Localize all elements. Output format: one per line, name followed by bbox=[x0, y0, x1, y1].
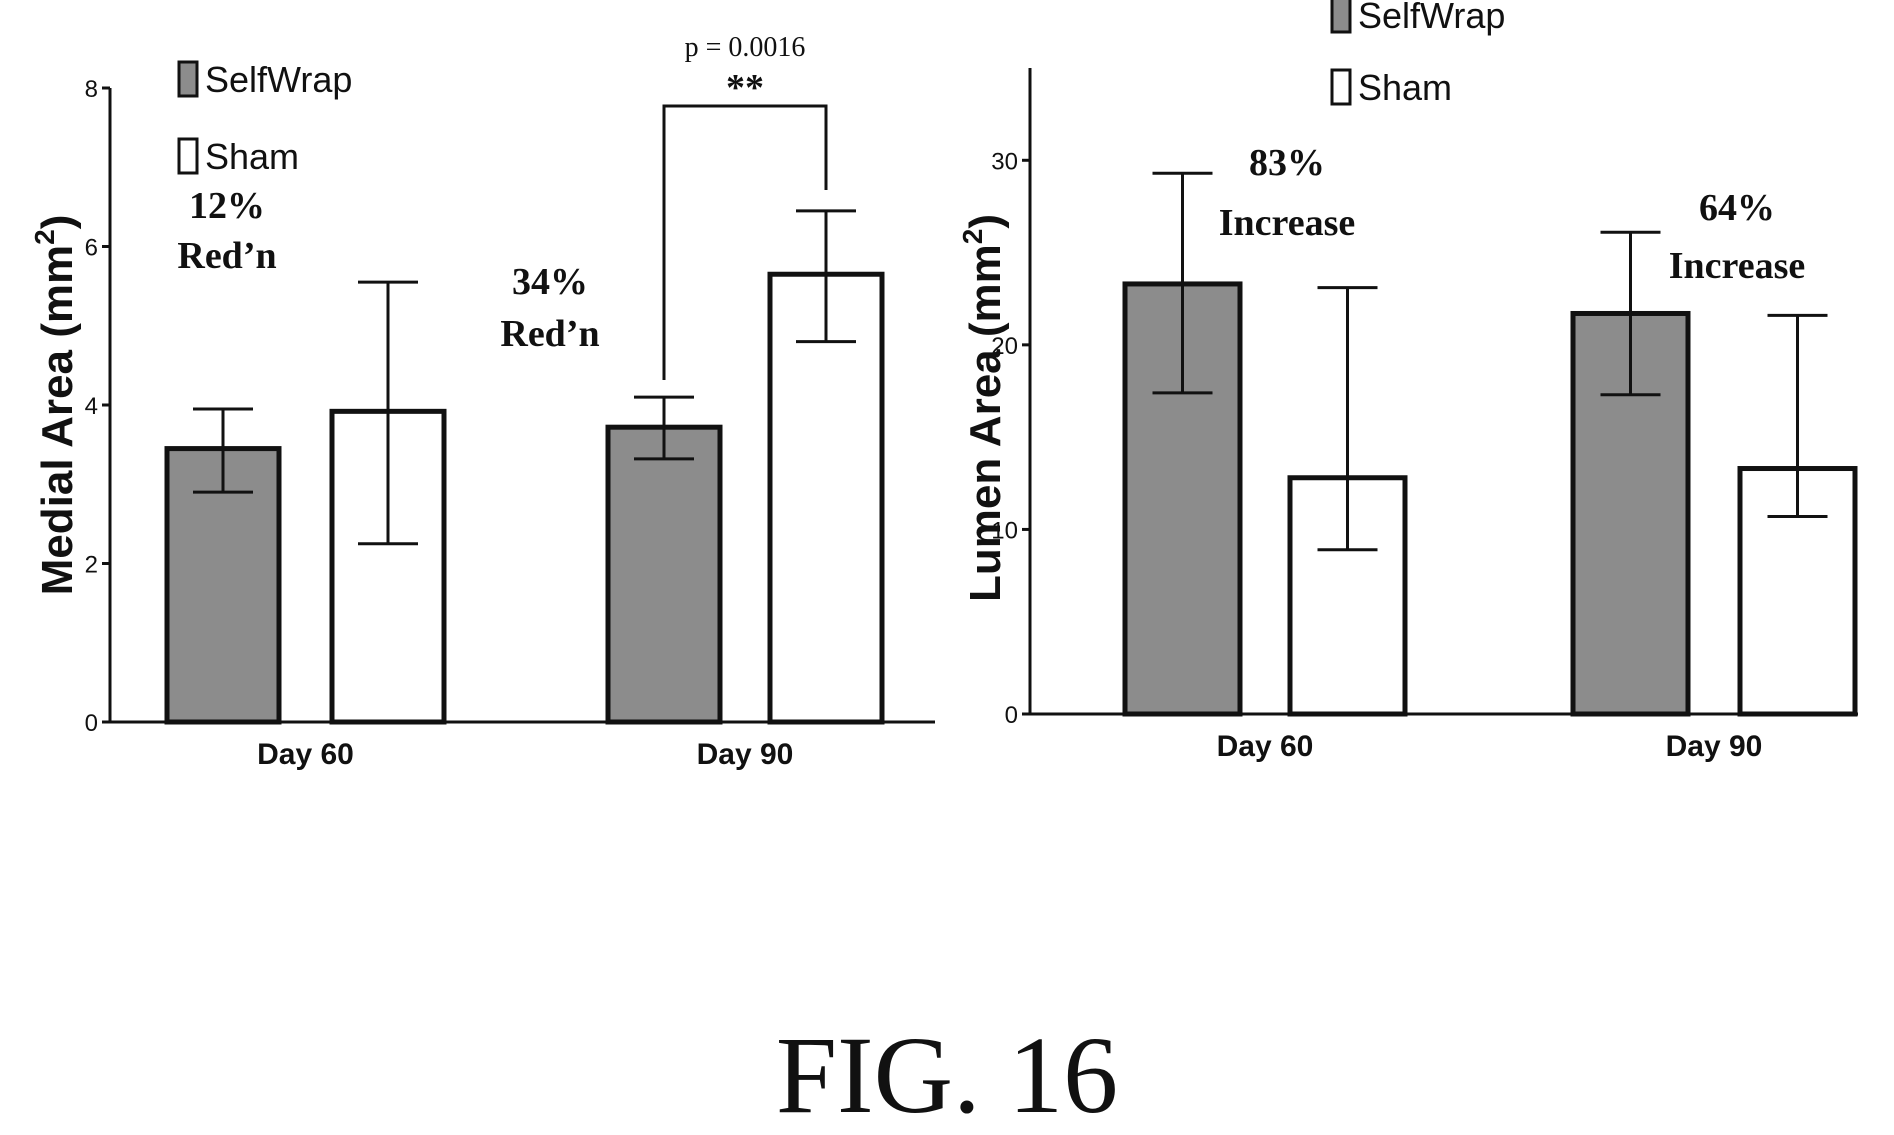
legend-entry: Sham bbox=[1358, 67, 1452, 108]
y-axis-label: Medial Area (mm2) bbox=[29, 215, 82, 596]
x-category-label: Day 60 bbox=[257, 738, 354, 771]
y-tick-label: 4 bbox=[85, 393, 98, 420]
bar-sham-day90 bbox=[767, 271, 885, 725]
annotation-text: Increase bbox=[1219, 202, 1356, 244]
annotation-text: 83% bbox=[1249, 142, 1325, 184]
x-category-label: Day 60 bbox=[1217, 730, 1314, 763]
annotation-text: 64% bbox=[1699, 187, 1775, 229]
p-value-label: p = 0.0016 bbox=[685, 32, 806, 63]
legend-swatch bbox=[1330, 0, 1352, 34]
y-tick-label: 6 bbox=[85, 235, 98, 262]
x-category-label: Day 90 bbox=[697, 738, 794, 771]
annotation-text: Red’n bbox=[500, 313, 599, 355]
y-tick-label: 20 bbox=[991, 333, 1018, 360]
y-tick-label: 30 bbox=[991, 148, 1018, 175]
y-axis-label-tail: ) bbox=[961, 214, 1010, 229]
significance-bracket bbox=[662, 104, 828, 380]
legend-swatch bbox=[1330, 68, 1352, 106]
y-axis-label-superscript: 2 bbox=[29, 229, 60, 245]
figure-label: FIG. 16 bbox=[776, 1014, 1118, 1135]
bar-selfwrap-day90 bbox=[605, 424, 723, 725]
medial-area-chart: 0 2 4 6 8 Medial Area (mm2) Day 60 Day 90 SelfWr… bbox=[29, 32, 935, 771]
y-tick-label: 10 bbox=[991, 517, 1018, 544]
legend-entry: SelfWrap bbox=[205, 59, 352, 100]
y-tick-label: 0 bbox=[85, 710, 98, 737]
significance-stars: ** bbox=[726, 67, 764, 109]
y-tick-label: 8 bbox=[85, 76, 98, 103]
y-axis-label: Lumen Area (mm2) bbox=[957, 214, 1010, 602]
lumen-area-chart: 0 10 20 30 Lumen Area (mm2) Day 60 Day 90 SelfW… bbox=[957, 0, 1858, 763]
x-category-label: Day 90 bbox=[1666, 730, 1763, 763]
legend-swatch bbox=[177, 60, 199, 98]
y-tick-label: 0 bbox=[1005, 702, 1018, 729]
annotation-text: 34% bbox=[512, 261, 588, 303]
y-tick-label: 2 bbox=[85, 552, 98, 579]
y-axis-label-superscript: 2 bbox=[957, 229, 988, 245]
legend-swatch bbox=[177, 137, 199, 175]
y-axis-label-tail: ) bbox=[33, 215, 82, 230]
y-axis-label-main: Lumen Area (mm bbox=[961, 244, 1010, 602]
bar-selfwrap-day60 bbox=[164, 446, 282, 725]
annotation-text: 12% bbox=[189, 185, 265, 227]
legend-entry: SelfWrap bbox=[1358, 0, 1505, 36]
annotation-text: Red’n bbox=[177, 235, 276, 277]
legend-entry: Sham bbox=[205, 136, 299, 177]
annotation-text: Increase bbox=[1669, 245, 1806, 287]
y-axis-label-main: Medial Area (mm bbox=[33, 245, 82, 595]
bar-sham-day60 bbox=[329, 408, 447, 725]
